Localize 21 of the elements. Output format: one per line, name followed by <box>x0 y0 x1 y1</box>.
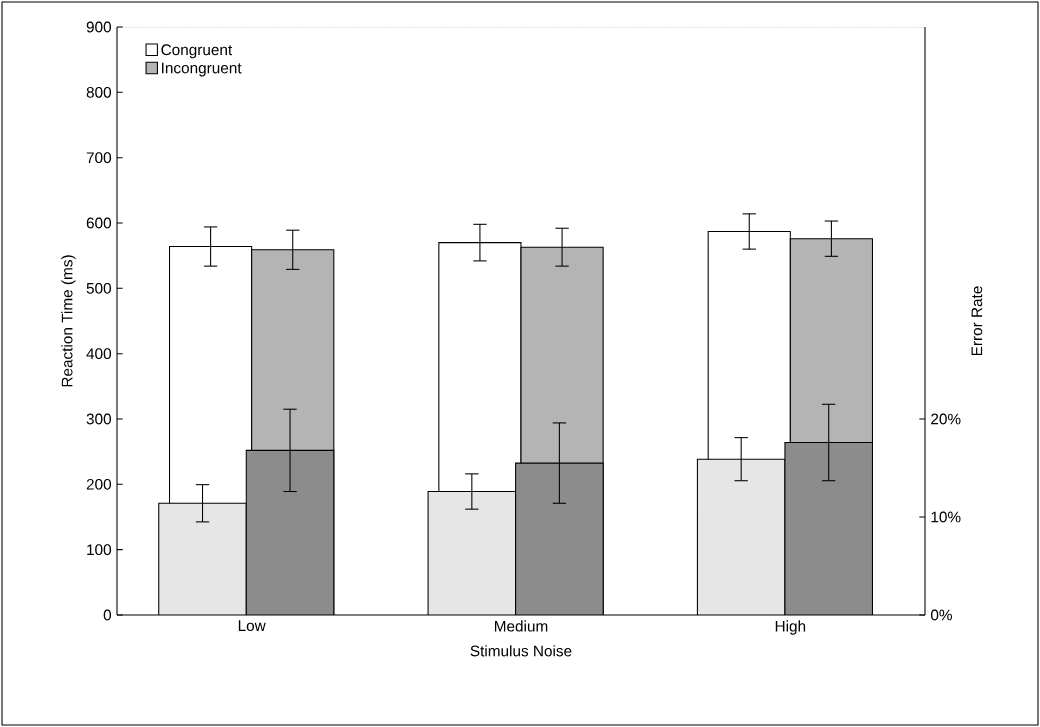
legend-label: Incongruent <box>162 62 242 77</box>
y-tick-label: 300 <box>86 413 112 425</box>
y-tick-label: 400 <box>86 348 112 360</box>
y-tick-label: 200 <box>86 478 112 490</box>
y2-tick-label: 20% <box>931 413 961 425</box>
y-tick-label: 600 <box>86 217 112 229</box>
x-tick-label: High <box>775 620 806 635</box>
y-tick-label: 500 <box>86 282 112 294</box>
y-tick-label: 700 <box>86 152 112 164</box>
y2-tick-label: 0% <box>930 609 952 621</box>
legend-label: Congruent <box>161 44 233 59</box>
y-axis-title: Reaction Time (ms) <box>61 255 76 387</box>
y-tick-label: 0 <box>103 609 112 621</box>
y2-tick-label: 10% <box>931 511 961 523</box>
x-axis-title: Stimulus Noise <box>470 645 572 657</box>
y2-axis-title: Error Rate <box>971 286 983 356</box>
y-tick-label: 900 <box>86 21 112 33</box>
y-tick-label: 800 <box>86 86 112 98</box>
y-tick-label: 100 <box>87 544 112 556</box>
x-tick-label: Medium <box>494 620 548 632</box>
x-tick-label: Low <box>238 620 266 632</box>
